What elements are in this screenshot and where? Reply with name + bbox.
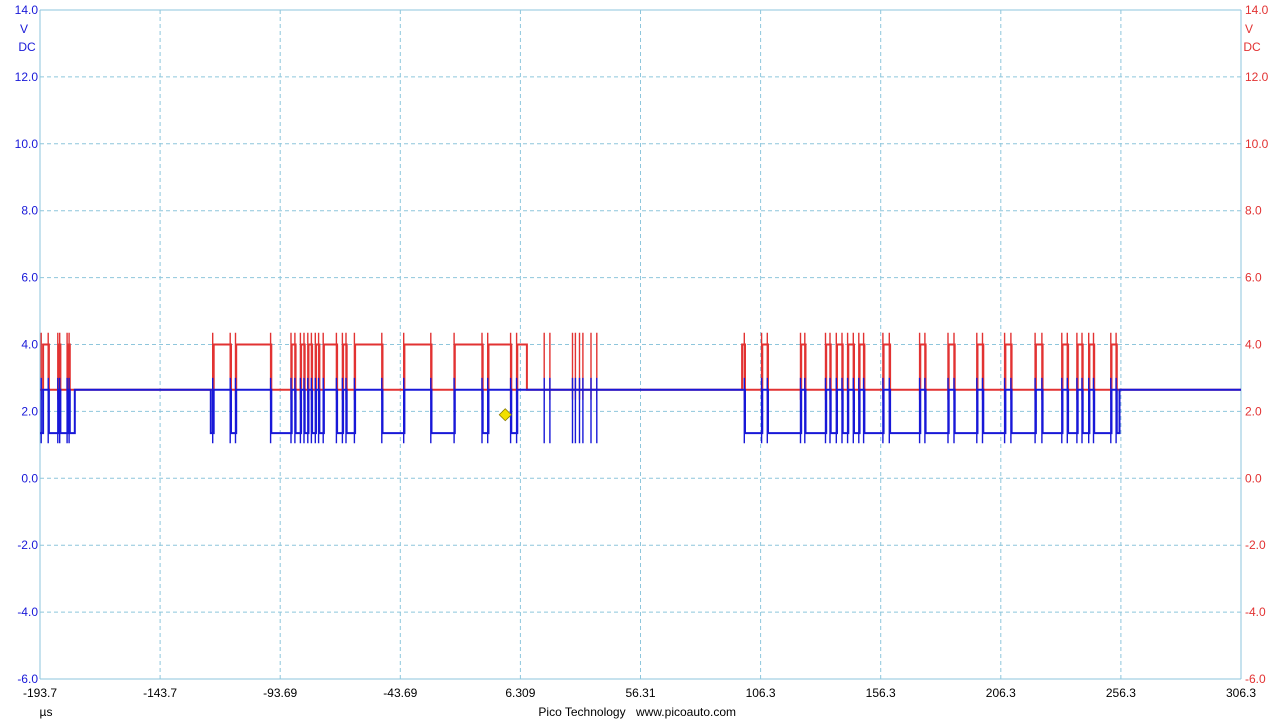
- right-y-tick-label: 6.0: [1245, 271, 1262, 285]
- right-y-tick-label: 4.0: [1245, 338, 1262, 352]
- left-y-tick-label: 4.0: [21, 338, 38, 352]
- left-y-axis-ticks: -6.0 -4.0 -2.0 0.0 2.0 4.0 6.0 8.0 10.0 12.0 14.0: [15, 3, 39, 686]
- left-y-tick-label: 6.0: [21, 271, 38, 285]
- left-y-tick-label: -2.0: [17, 538, 38, 552]
- trace-1-edge-spikes: [40, 332, 1117, 400]
- x-tick-label: -43.69: [383, 686, 417, 700]
- x-tick-label: 306.3: [1226, 686, 1256, 700]
- right-axis-unit-v: V: [1245, 22, 1253, 36]
- right-y-tick-label: 2.0: [1245, 404, 1262, 418]
- right-y-tick-label: 10.0: [1245, 137, 1269, 151]
- x-tick-label: 256.3: [1106, 686, 1136, 700]
- left-axis-unit-dc: DC: [18, 40, 36, 54]
- left-y-tick-label: 2.0: [21, 404, 38, 418]
- right-y-axis-ticks: -6.0 -4.0 -2.0 0.0 2.0 4.0 6.0 8.0 10.0 12.0 14.0: [1245, 3, 1269, 686]
- x-tick-label: 56.31: [625, 686, 655, 700]
- trigger-marker[interactable]: [498, 408, 512, 422]
- right-axis-unit-dc: DC: [1243, 40, 1261, 54]
- right-y-tick-label: 14.0: [1245, 3, 1269, 17]
- left-y-tick-label: 10.0: [15, 137, 39, 151]
- x-tick-label: -93.69: [263, 686, 297, 700]
- footer-website[interactable]: www.picoauto.com: [635, 705, 736, 719]
- right-y-tick-label: 0.0: [1245, 471, 1262, 485]
- left-y-tick-label: -6.0: [17, 672, 38, 686]
- left-axis-unit: V DC: [18, 22, 36, 54]
- traces: [40, 332, 1241, 444]
- right-y-tick-label: -6.0: [1245, 672, 1266, 686]
- x-tick-label: -143.7: [143, 686, 177, 700]
- footer-brand: Pico Technology: [538, 705, 625, 719]
- x-tick-label: 156.3: [866, 686, 896, 700]
- x-axis-unit: µs: [40, 705, 53, 719]
- x-axis-ticks: -193.7 -143.7 -93.69 -43.69 6.309 56.31 106.3 1…: [23, 686, 1256, 700]
- right-y-tick-label: 8.0: [1245, 204, 1262, 218]
- x-tick-label: 206.3: [986, 686, 1016, 700]
- left-y-tick-label: -4.0: [17, 605, 38, 619]
- x-tick-label: -193.7: [23, 686, 57, 700]
- x-tick-label: 106.3: [746, 686, 776, 700]
- right-y-tick-label: -2.0: [1245, 538, 1266, 552]
- left-y-tick-label: 12.0: [15, 70, 39, 84]
- trace-2-edge-spikes: [40, 377, 1117, 444]
- left-y-tick-label: 14.0: [15, 3, 39, 17]
- right-axis-unit: V DC: [1243, 22, 1261, 54]
- grid-lines: [39, 9, 1242, 680]
- left-y-tick-label: 0.0: [21, 471, 38, 485]
- x-tick-label: 6.309: [505, 686, 535, 700]
- right-y-tick-label: 12.0: [1245, 70, 1269, 84]
- left-axis-unit-v: V: [20, 22, 28, 36]
- trigger-marker-diamond[interactable]: [498, 408, 512, 422]
- left-y-tick-label: 8.0: [21, 204, 38, 218]
- right-y-tick-label: -4.0: [1245, 605, 1266, 619]
